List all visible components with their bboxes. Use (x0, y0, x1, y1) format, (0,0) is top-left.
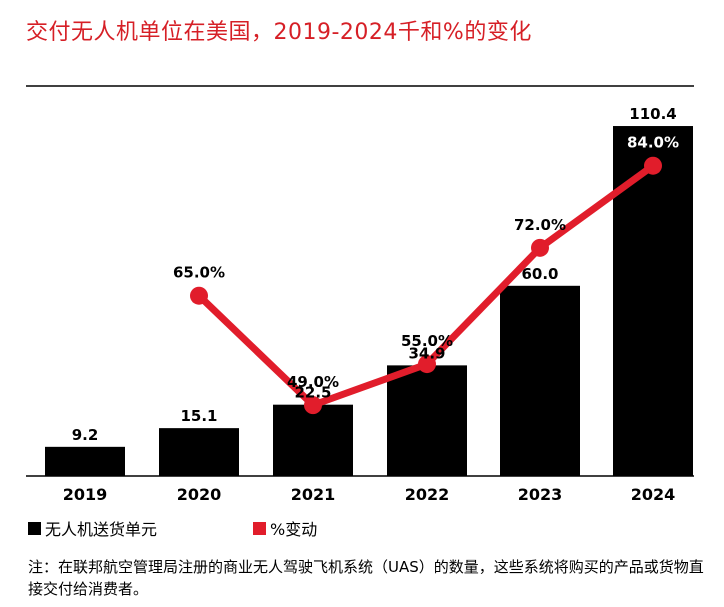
bars-layer (45, 126, 693, 477)
legend-item-bars: 无人机送货单元 (28, 516, 157, 540)
legend-label-line: %变动 (270, 520, 318, 539)
x-tick-label-2023: 2023 (518, 485, 563, 504)
legend-label-bars: 无人机送货单元 (45, 520, 158, 539)
bar-2020 (159, 428, 239, 476)
pct-change-label-2020: 65.0% (173, 264, 225, 282)
bar-2022 (387, 365, 467, 476)
pct-change-point-2023 (531, 238, 549, 257)
bar-value-label-2024: 110.4 (629, 105, 676, 123)
legend-swatch-bars (28, 521, 41, 535)
bar-2021 (273, 404, 353, 476)
chart-title: 交付无人机单位在美国，2019-2024千和%的变化 (26, 20, 532, 45)
pct-change-label-2021: 49.0% (287, 373, 339, 391)
legend: 无人机送货单元 %变动 (28, 516, 413, 540)
footnote: 注：在联邦航空管理局注册的商业无人驾驶飞机系统（UAS）的数量，这些系统将购买的… (28, 558, 704, 598)
bar-value-label-2022: 34.9 (408, 344, 445, 362)
x-tick-label-2020: 2020 (177, 485, 222, 504)
pct-change-point-2020 (190, 286, 208, 305)
bar-2023 (500, 285, 580, 476)
bar-2019 (45, 446, 125, 476)
pct-change-label-2022: 55.0% (401, 332, 453, 350)
bar-2024 (613, 126, 693, 477)
x-tick-label-2022: 2022 (405, 485, 450, 504)
label-layer: 9.2 2019 15.1 2020 22.5 2021 34.9 2022 60.0 2023 1… (63, 105, 679, 504)
bar-value-label-2023: 60.0 (521, 265, 558, 283)
pct-change-label-2024: 84.0% (627, 134, 679, 152)
pct-change-label-2023: 72.0% (514, 216, 566, 234)
pct-change-point-2021 (304, 396, 322, 415)
x-tick-label-2024: 2024 (631, 485, 676, 504)
line-layer (190, 156, 662, 415)
pct-change-point-2024 (644, 156, 662, 175)
bar-value-label-2020: 15.1 (180, 407, 217, 425)
legend-swatch-line (253, 521, 267, 535)
bar-value-label-2021: 22.5 (294, 384, 331, 402)
bar-value-label-2019: 9.2 (72, 426, 99, 444)
legend-item-line: %变动 (253, 516, 317, 540)
x-tick-label-2021: 2021 (291, 485, 336, 504)
pct-change-point-2022 (418, 355, 436, 374)
x-tick-label-2019: 2019 (63, 485, 108, 504)
